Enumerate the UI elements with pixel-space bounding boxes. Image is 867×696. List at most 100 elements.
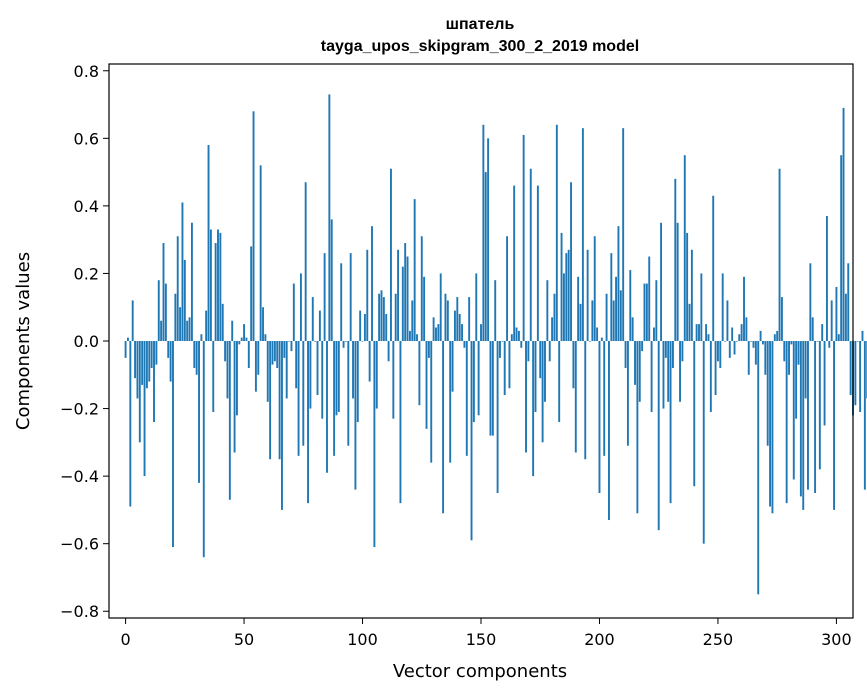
bar (823, 341, 826, 426)
bar (648, 256, 651, 341)
bar (506, 236, 509, 341)
bar (205, 310, 208, 341)
bar (745, 317, 748, 341)
bar (266, 341, 269, 402)
bar (681, 341, 684, 362)
bar (304, 182, 307, 341)
chart-subtitle: tayga_upos_skipgram_300_2_2019 model (321, 38, 639, 55)
x-tick-label: 200 (584, 630, 615, 649)
bar (337, 341, 340, 412)
bar (847, 263, 850, 341)
bar (714, 341, 717, 396)
bar (726, 300, 729, 341)
bar (164, 283, 167, 341)
bar (176, 236, 179, 341)
bar (634, 341, 636, 385)
bar (674, 178, 677, 341)
bar (408, 330, 411, 341)
y-tick-label: −0.6 (60, 535, 99, 554)
bar (747, 341, 750, 375)
bar (842, 107, 845, 341)
bar (807, 341, 809, 490)
bar (472, 341, 475, 423)
bar (740, 324, 743, 341)
bar (733, 341, 736, 355)
y-tick-label: 0.6 (74, 129, 99, 148)
bar (335, 341, 338, 416)
bar (752, 341, 755, 348)
bar (371, 226, 373, 341)
bar (844, 293, 847, 341)
bar (610, 253, 613, 341)
bar (323, 253, 326, 341)
bar (591, 300, 594, 341)
bar (598, 341, 601, 494)
bar (392, 341, 395, 419)
bar (418, 341, 421, 406)
bar (754, 341, 757, 365)
bar (342, 341, 345, 348)
bar (544, 341, 546, 402)
bar (295, 341, 298, 389)
bar (340, 263, 343, 341)
bar (347, 341, 350, 446)
y-tick-label: 0.4 (74, 197, 99, 216)
bar (200, 334, 203, 341)
bar (380, 290, 383, 341)
bar (491, 341, 494, 436)
bar (442, 341, 445, 514)
bar (686, 232, 689, 341)
x-tick-label: 300 (821, 630, 852, 649)
bar (420, 236, 423, 341)
bar (354, 341, 357, 490)
bar (169, 341, 172, 382)
bar (179, 307, 182, 341)
bar (562, 273, 565, 341)
x-tick-label: 150 (466, 630, 497, 649)
bars-group (124, 94, 867, 595)
bar (780, 297, 783, 341)
bar (318, 310, 321, 341)
bar (487, 138, 490, 341)
bar (816, 341, 819, 342)
bar (603, 341, 606, 456)
bar (465, 341, 468, 456)
bar (444, 293, 447, 341)
bar (439, 273, 442, 341)
bar (572, 341, 575, 389)
bar (724, 341, 726, 342)
bar (510, 334, 513, 341)
bar (589, 341, 591, 342)
bar (240, 337, 243, 341)
bar (494, 280, 497, 341)
bar (731, 327, 734, 341)
bar (333, 341, 336, 456)
bar (394, 293, 397, 341)
bar (382, 297, 385, 341)
bar (238, 341, 241, 345)
bar (262, 307, 264, 341)
bar (818, 341, 821, 470)
bar (143, 341, 146, 477)
bar (136, 341, 139, 399)
bar (449, 341, 452, 463)
bar (273, 341, 276, 362)
bar (631, 317, 634, 341)
bar (662, 341, 665, 409)
bar (773, 334, 776, 341)
bar (517, 330, 520, 341)
bar (453, 310, 456, 341)
bar (167, 341, 170, 358)
bar (375, 341, 378, 409)
bar (577, 276, 580, 341)
bar (695, 324, 698, 341)
bar (217, 229, 219, 341)
y-axis-label: Components values (13, 252, 34, 430)
bar (584, 341, 587, 460)
bar (804, 341, 807, 399)
y-tick-label: −0.4 (60, 467, 99, 486)
bar (667, 341, 670, 402)
bar (496, 341, 499, 494)
x-axis-ticks: 0 50 100 150 200 250 300 (120, 618, 852, 649)
bar (698, 324, 700, 341)
